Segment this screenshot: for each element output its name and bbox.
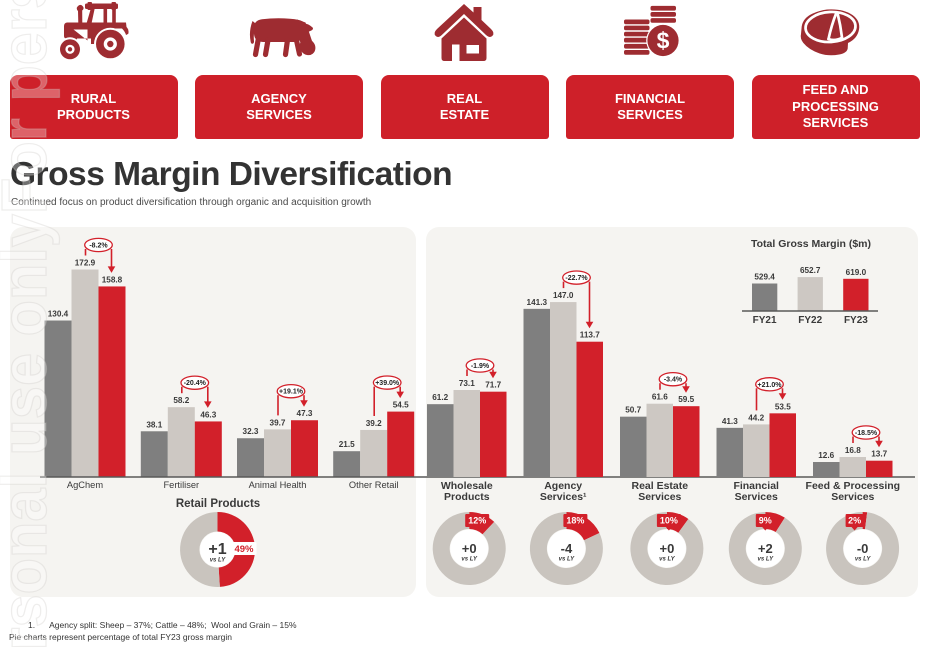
svg-text:Services: Services <box>831 491 874 503</box>
svg-text:+39.0%: +39.0% <box>375 380 400 387</box>
svg-text:652.7: 652.7 <box>800 266 821 275</box>
svg-text:Agency: Agency <box>544 480 582 492</box>
svg-text:2%: 2% <box>848 516 861 526</box>
svg-text:-0: -0 <box>857 541 869 556</box>
svg-text:41.3: 41.3 <box>722 417 738 426</box>
svg-text:vs LY: vs LY <box>855 557 872 563</box>
svg-text:21.5: 21.5 <box>339 440 355 449</box>
svg-text:-22.7%: -22.7% <box>565 275 588 282</box>
svg-text:47.3: 47.3 <box>297 409 313 418</box>
svg-text:+1: +1 <box>208 541 226 558</box>
svg-text:18%: 18% <box>566 516 584 526</box>
svg-text:Total Gross Margin ($m): Total Gross Margin ($m) <box>751 238 871 250</box>
svg-text:46.3: 46.3 <box>200 410 216 419</box>
svg-text:-3.4%: -3.4% <box>664 377 683 384</box>
svg-text:Services: Services <box>638 491 681 503</box>
svg-text:-4: -4 <box>561 541 573 556</box>
svg-text:vs LY: vs LY <box>758 557 775 563</box>
svg-text:172.9: 172.9 <box>75 259 96 268</box>
svg-text:+0: +0 <box>659 541 674 556</box>
svg-text:vs LY: vs LY <box>659 557 676 563</box>
svg-text:58.2: 58.2 <box>173 396 189 405</box>
svg-text:54.5: 54.5 <box>393 401 409 410</box>
svg-text:vs LY: vs LY <box>461 557 478 563</box>
svg-text:FY23: FY23 <box>844 315 868 326</box>
svg-text:+2: +2 <box>758 541 773 556</box>
svg-text:12.6: 12.6 <box>818 451 834 460</box>
svg-text:158.8: 158.8 <box>102 275 123 284</box>
svg-text:Other Retail: Other Retail <box>349 480 399 490</box>
svg-text:16.8: 16.8 <box>845 446 861 455</box>
svg-text:39.7: 39.7 <box>270 418 286 427</box>
svg-text:12%: 12% <box>468 516 486 526</box>
svg-text:73.1: 73.1 <box>459 379 475 388</box>
svg-text:53.5: 53.5 <box>775 402 791 411</box>
svg-text:10%: 10% <box>660 516 678 526</box>
svg-text:49%: 49% <box>234 544 254 555</box>
svg-text:vs LY: vs LY <box>559 557 576 563</box>
svg-text:619.0: 619.0 <box>846 268 867 277</box>
svg-text:39.2: 39.2 <box>366 419 382 428</box>
svg-text:38.1: 38.1 <box>146 420 162 429</box>
svg-text:Products: Products <box>444 491 490 503</box>
svg-text:+19.1%: +19.1% <box>279 389 304 396</box>
svg-text:59.5: 59.5 <box>678 395 694 404</box>
svg-text:vs LY: vs LY <box>210 558 227 564</box>
svg-text:FY22: FY22 <box>798 315 822 326</box>
svg-text:9%: 9% <box>759 516 772 526</box>
svg-text:32.3: 32.3 <box>243 427 259 436</box>
svg-text:13.7: 13.7 <box>871 450 887 459</box>
svg-text:61.2: 61.2 <box>432 393 448 402</box>
svg-text:-18.5%: -18.5% <box>855 430 878 437</box>
svg-text:44.2: 44.2 <box>748 413 764 422</box>
svg-text:529.4: 529.4 <box>754 273 775 282</box>
svg-text:-1.9%: -1.9% <box>471 363 490 370</box>
svg-text:Services¹: Services¹ <box>540 491 587 503</box>
svg-text:+21.0%: +21.0% <box>758 382 783 389</box>
svg-text:Fertiliser: Fertiliser <box>163 480 199 490</box>
svg-text:-8.2%: -8.2% <box>89 243 108 250</box>
svg-text:61.6: 61.6 <box>652 393 668 402</box>
svg-text:50.7: 50.7 <box>625 406 641 415</box>
svg-text:113.7: 113.7 <box>580 331 600 340</box>
svg-text:Services: Services <box>735 491 778 503</box>
svg-text:-20.4%: -20.4% <box>184 380 207 387</box>
svg-text:71.7: 71.7 <box>485 381 501 390</box>
svg-text:FY21: FY21 <box>753 315 777 326</box>
svg-text:Financial: Financial <box>733 480 779 492</box>
svg-text:+0: +0 <box>462 541 477 556</box>
svg-text:Retail Products: Retail Products <box>176 498 260 510</box>
svg-text:Real Estate: Real Estate <box>631 480 688 492</box>
svg-text:Wholesale: Wholesale <box>441 480 493 492</box>
svg-text:Feed & Processing: Feed & Processing <box>806 480 901 492</box>
svg-text:130.4: 130.4 <box>48 310 69 319</box>
svg-text:147.0: 147.0 <box>553 291 574 300</box>
svg-text:141.3: 141.3 <box>527 298 548 307</box>
svg-text:$: $ <box>657 28 670 54</box>
svg-text:Animal Health: Animal Health <box>249 480 307 490</box>
svg-text:AgChem: AgChem <box>67 480 103 490</box>
